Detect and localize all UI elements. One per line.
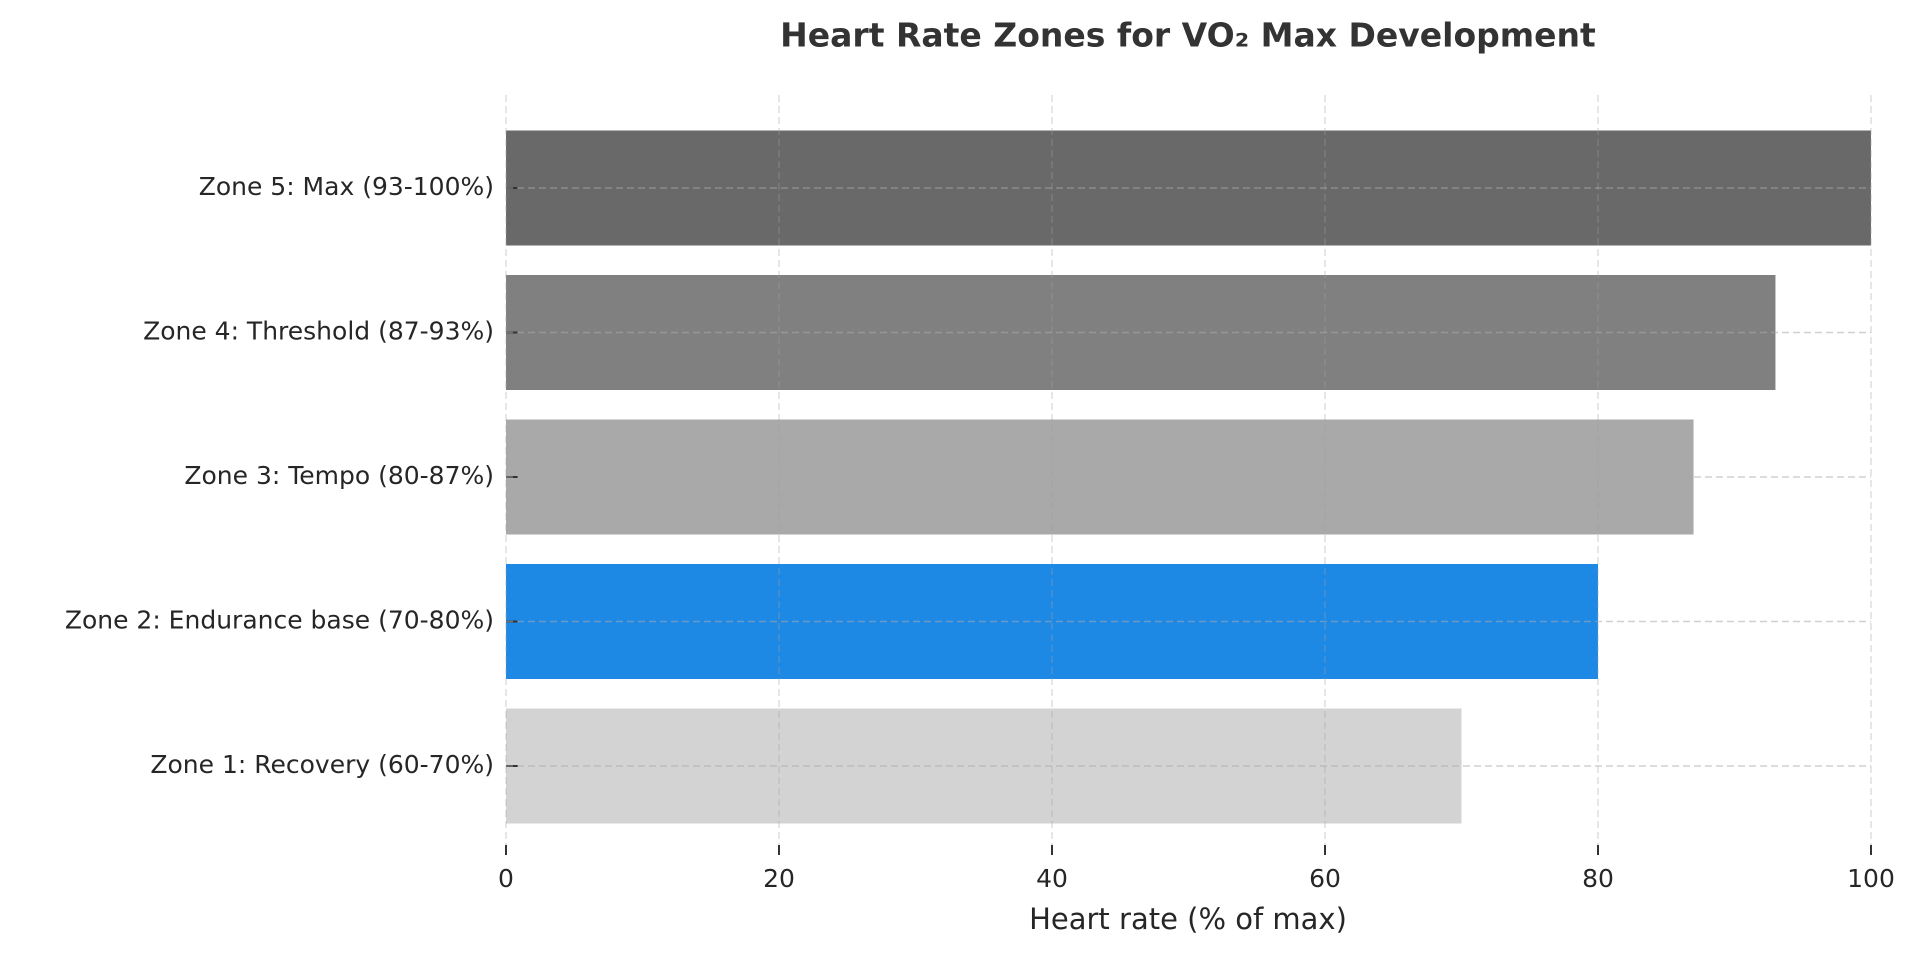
x-tick-label: 60 (1309, 864, 1341, 893)
chart-title: Heart Rate Zones for VO₂ Max Development (780, 16, 1596, 55)
y-tick-label: Zone 2: Endurance base (70-80%) (65, 606, 494, 635)
x-tick-label: 20 (763, 864, 795, 893)
y-tick-label: Zone 1: Recovery (60-70%) (150, 750, 494, 779)
y-tick-label: Zone 5: Max (93-100%) (199, 172, 494, 201)
x-tick-label: 80 (1582, 864, 1614, 893)
y-tick-label: Zone 3: Tempo (80-87%) (184, 461, 494, 490)
x-tick-label: 100 (1847, 864, 1895, 893)
y-tick-label: Zone 4: Threshold (87-93%) (143, 317, 494, 346)
bar (506, 419, 1694, 535)
x-axis-label: Heart rate (% of max) (1029, 902, 1347, 936)
x-tick-label: 40 (1036, 864, 1068, 893)
x-tick-label: 0 (498, 864, 514, 893)
